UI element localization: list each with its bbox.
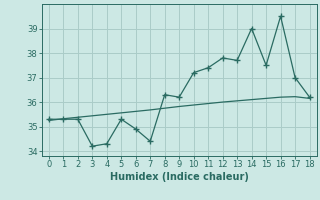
X-axis label: Humidex (Indice chaleur): Humidex (Indice chaleur) (110, 172, 249, 182)
